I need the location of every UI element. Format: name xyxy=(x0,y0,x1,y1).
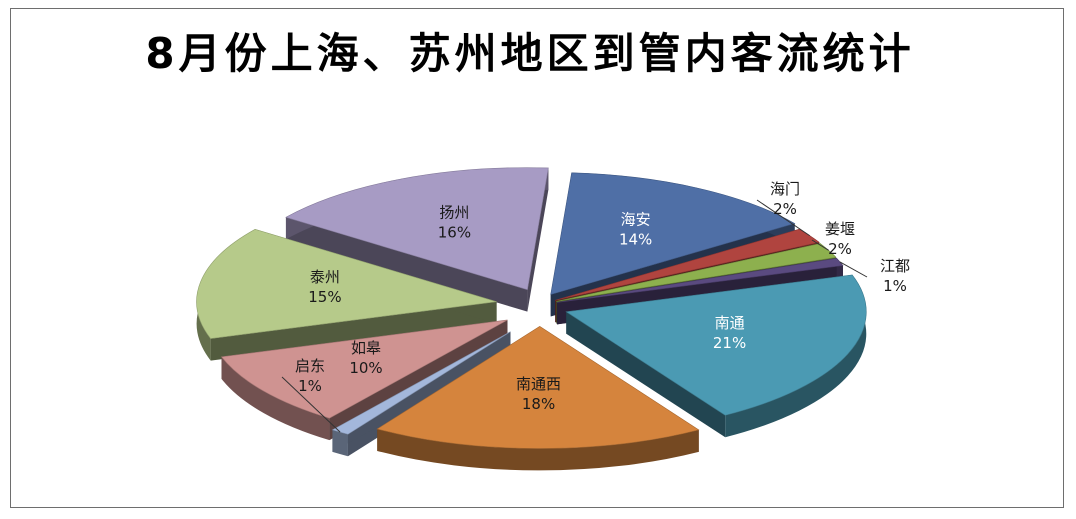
leader-line-1 xyxy=(756,199,810,237)
slice-side-wall-4-1 xyxy=(566,311,726,438)
slice-5 xyxy=(376,326,700,449)
slice-label-name-6: 启东 xyxy=(295,357,325,375)
slice-rim-4 xyxy=(725,274,867,438)
slice-rim-6 xyxy=(332,429,348,457)
slice-label-name-3: 江都 xyxy=(880,257,910,275)
leader-line-6 xyxy=(281,376,341,433)
slice-4 xyxy=(565,274,867,416)
slice-label-name-0: 海安 xyxy=(621,211,651,229)
slice-rim-5 xyxy=(377,428,699,471)
slice-label-name-1: 海门 xyxy=(770,180,800,198)
slice-2 xyxy=(556,243,837,302)
slice-label-value-9: 16% xyxy=(438,223,471,241)
slice-side-wall-9-1 xyxy=(527,167,549,312)
slice-label-name-2: 姜堰 xyxy=(825,220,855,238)
leader-line-3 xyxy=(839,261,868,278)
slice-label-value-6: 1% xyxy=(298,377,322,395)
pie-top-layer xyxy=(196,167,867,449)
slice-label-name-7: 如皋 xyxy=(351,339,381,357)
leader-line-2 xyxy=(811,239,829,251)
slice-label-name-4: 南通 xyxy=(715,314,745,332)
leader-lines xyxy=(281,199,868,433)
slice-label-name-8: 泰州 xyxy=(310,268,340,286)
slice-label-name-9: 扬州 xyxy=(439,203,469,221)
slice-labels: 海安 14% 海门 2% 姜堰 2% 江都 1% 南通 21% 南通西 18% 启东 1% 如皋 10% 泰州 1… xyxy=(295,180,910,413)
slice-label-value-2: 2% xyxy=(828,240,852,258)
slice-label-name-5: 南通西 xyxy=(516,375,561,393)
slice-rim-7 xyxy=(221,356,330,441)
slice-7 xyxy=(220,319,508,419)
slice-label-value-8: 15% xyxy=(308,288,341,306)
slice-label-value-7: 10% xyxy=(349,359,382,377)
slice-8 xyxy=(196,228,497,339)
chart-title: 8月份上海、苏州地区到管内客流统计 xyxy=(145,29,915,78)
slice-side-wall-6-1 xyxy=(332,331,511,452)
slice-label-value-4: 21% xyxy=(713,334,746,352)
slice-3 xyxy=(556,257,844,303)
slice-side-wall-9-0 xyxy=(285,217,528,312)
slice-label-value-5: 18% xyxy=(522,395,555,413)
slice-side-wall-8-0 xyxy=(210,301,497,361)
slice-label-value-0: 14% xyxy=(619,231,652,249)
slice-label-value-3: 1% xyxy=(883,277,907,295)
slice-9 xyxy=(285,167,549,291)
slice-label-value-1: 2% xyxy=(773,200,797,218)
